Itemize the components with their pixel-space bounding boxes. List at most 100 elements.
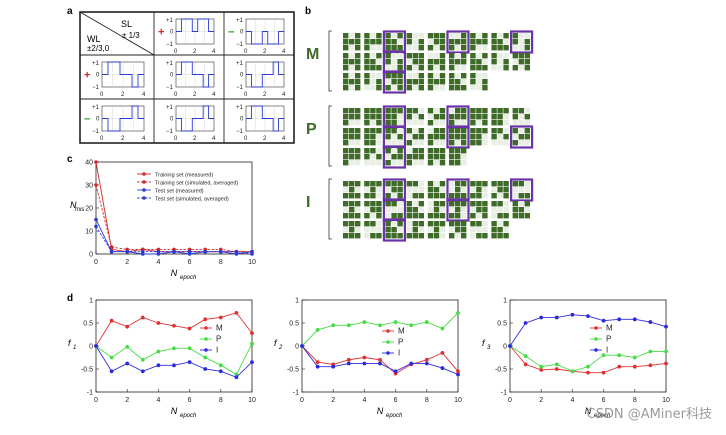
pixel — [418, 233, 424, 239]
pixel — [406, 181, 412, 187]
data-point — [409, 323, 414, 328]
pattern-tile — [510, 125, 534, 149]
pixel — [449, 53, 455, 59]
pixel — [343, 59, 349, 65]
pixel — [497, 120, 503, 126]
pixel — [449, 45, 455, 51]
y-axis-label: f — [274, 338, 278, 348]
pixel — [449, 213, 455, 219]
pixel — [412, 187, 418, 193]
pixel — [349, 140, 355, 146]
pixel — [427, 79, 434, 85]
pixel — [376, 73, 382, 79]
pixel — [412, 73, 418, 79]
pixel — [524, 207, 530, 213]
pixel — [427, 53, 434, 59]
pixel — [461, 154, 467, 160]
legend-label: M — [606, 324, 613, 333]
pixel — [391, 221, 397, 227]
x-tick-label: 2 — [539, 397, 543, 404]
pattern-tile — [364, 201, 382, 219]
pixel — [343, 201, 349, 207]
pixel — [349, 108, 355, 114]
axis-tick-label: −1 — [92, 85, 100, 91]
pixel — [364, 201, 370, 207]
pixel — [470, 120, 476, 126]
pattern-tile — [510, 30, 534, 54]
pattern-class-letter: M — [306, 46, 319, 63]
y-tick-label: -0.5 — [287, 367, 299, 374]
pixel — [470, 233, 476, 239]
pixel — [427, 160, 434, 166]
axis-tick-label: 2 — [193, 49, 197, 55]
pixel — [476, 181, 482, 187]
pixel — [455, 207, 461, 213]
waveform-trace — [102, 105, 144, 132]
pixel — [385, 221, 391, 227]
pixel — [470, 134, 476, 140]
data-point — [648, 363, 653, 368]
pixel — [455, 140, 461, 146]
data-point — [172, 249, 176, 254]
pixel — [433, 187, 440, 193]
y-tick-label: -0.5 — [81, 367, 93, 374]
pixel — [512, 45, 518, 51]
pattern-tile — [427, 73, 446, 91]
x-tick-label: 10 — [248, 259, 256, 266]
pixel — [364, 114, 370, 120]
pattern-tile — [470, 53, 488, 71]
pixel — [433, 140, 440, 146]
pixel — [503, 187, 509, 193]
pixel — [376, 233, 382, 239]
pixel — [512, 128, 518, 134]
pixel — [364, 53, 370, 59]
data-point — [601, 318, 606, 323]
pixel — [491, 213, 497, 219]
data-point — [554, 362, 559, 367]
pixel — [385, 85, 391, 91]
pixel — [482, 39, 488, 45]
pixel — [349, 114, 355, 120]
y-tick-label: 0 — [295, 344, 299, 351]
pixel — [355, 120, 361, 126]
pixel — [497, 59, 503, 65]
pixel — [449, 193, 455, 199]
tile-highlight — [510, 178, 534, 202]
pixel — [364, 59, 370, 65]
pixel — [412, 227, 418, 233]
pixel — [349, 193, 355, 199]
axis-tick-label: +1 — [166, 18, 174, 24]
pixel — [343, 140, 349, 146]
pattern-tile — [491, 181, 509, 199]
pixel — [418, 201, 424, 207]
pixel — [439, 233, 446, 239]
pixel — [418, 128, 424, 134]
axis-tick-label: +1 — [236, 18, 244, 24]
pixel — [512, 207, 518, 213]
pixel — [364, 45, 370, 51]
pixel — [449, 108, 455, 114]
pixel — [391, 53, 397, 59]
pixel — [497, 193, 503, 199]
tile-highlight — [446, 30, 470, 54]
pixel — [503, 213, 509, 219]
pixel — [385, 140, 391, 146]
pixel — [433, 39, 440, 45]
pixel — [455, 114, 461, 120]
pixel — [391, 134, 397, 140]
pixel — [470, 181, 476, 187]
x-tick-label: 8 — [219, 397, 223, 404]
data-point — [234, 372, 239, 377]
pixel — [476, 85, 482, 91]
pixel — [503, 140, 509, 146]
pixel — [497, 53, 503, 59]
pixel — [397, 221, 403, 227]
pixel — [476, 53, 482, 59]
pixel — [385, 160, 391, 166]
pixel — [412, 53, 418, 59]
pixel — [433, 193, 440, 199]
polarity-sign: − — [228, 27, 234, 39]
pixel — [406, 154, 412, 160]
pixel — [391, 187, 397, 193]
pixel — [470, 221, 476, 227]
